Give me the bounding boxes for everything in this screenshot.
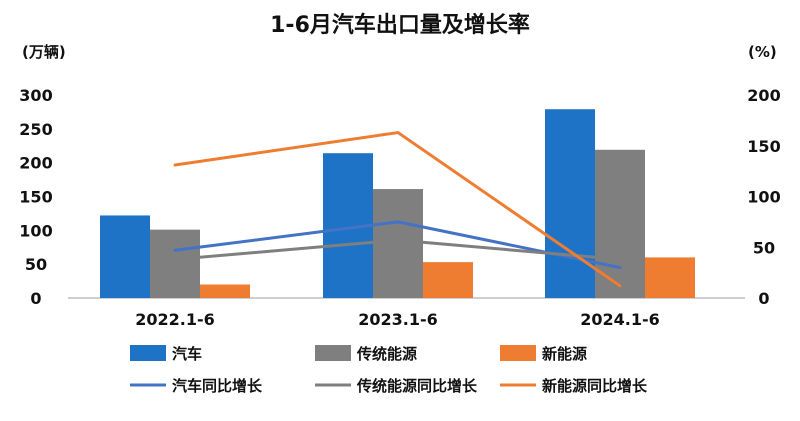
left-tick-label: 200 — [19, 154, 52, 173]
legend-swatch-汽车 — [130, 345, 166, 361]
bar-新能源-2022.1-6 — [200, 284, 250, 298]
right-tick-label: 100 — [747, 188, 780, 207]
legend-label-传统能源同比增长: 传统能源同比增长 — [356, 377, 478, 395]
category-label: 2024.1-6 — [580, 310, 660, 329]
category-label: 2023.1-6 — [358, 310, 438, 329]
bar-传统能源-2022.1-6 — [150, 229, 200, 298]
line-group — [173, 131, 622, 288]
legend-swatch-新能源 — [500, 345, 536, 361]
right-tick-label: 50 — [753, 238, 775, 257]
legend-label-汽车同比增长: 汽车同比增长 — [172, 377, 263, 395]
left-axis-ticks: 0 50 100 150 200 250 300 — [19, 86, 52, 308]
line-传统能源同比增长 — [173, 238, 622, 261]
bar-新能源-2024.1-6 — [645, 257, 695, 298]
legend-label-新能源: 新能源 — [542, 345, 587, 363]
bar-新能源-2023.1-6 — [423, 262, 473, 298]
legend-label-汽车: 汽车 — [172, 345, 202, 363]
legend-label-传统能源: 传统能源 — [356, 345, 417, 363]
bar-传统能源-2024.1-6 — [595, 149, 645, 298]
right-axis-ticks: 0 50 100 150 200 — [747, 86, 780, 308]
left-axis-unit: (万辆) — [22, 43, 66, 61]
bar-传统能源-2023.1-6 — [373, 189, 423, 298]
bar-汽车-2024.1-6 — [545, 109, 595, 299]
right-tick-label: 200 — [747, 86, 780, 105]
right-tick-label: 150 — [747, 137, 780, 156]
left-tick-label: 300 — [19, 86, 52, 105]
legend-swatch-传统能源 — [315, 345, 351, 361]
category-label: 2022.1-6 — [135, 310, 215, 329]
bar-group — [100, 109, 695, 299]
left-tick-label: 50 — [25, 255, 47, 274]
category-labels: 2022.1-6 2023.1-6 2024.1-6 — [135, 310, 660, 329]
left-tick-label: 250 — [19, 120, 52, 139]
left-tick-label: 0 — [30, 289, 41, 308]
left-tick-label: 100 — [19, 221, 52, 240]
line-新能源同比增长 — [173, 131, 622, 288]
chart-title: 1-6月汽车出口量及增长率 — [270, 12, 530, 38]
right-axis-unit: (%) — [748, 43, 777, 61]
bar-汽车-2022.1-6 — [100, 215, 150, 298]
left-tick-label: 150 — [19, 188, 52, 207]
legend-label-新能源同比增长: 新能源同比增长 — [542, 377, 648, 395]
right-tick-label: 0 — [758, 289, 769, 308]
